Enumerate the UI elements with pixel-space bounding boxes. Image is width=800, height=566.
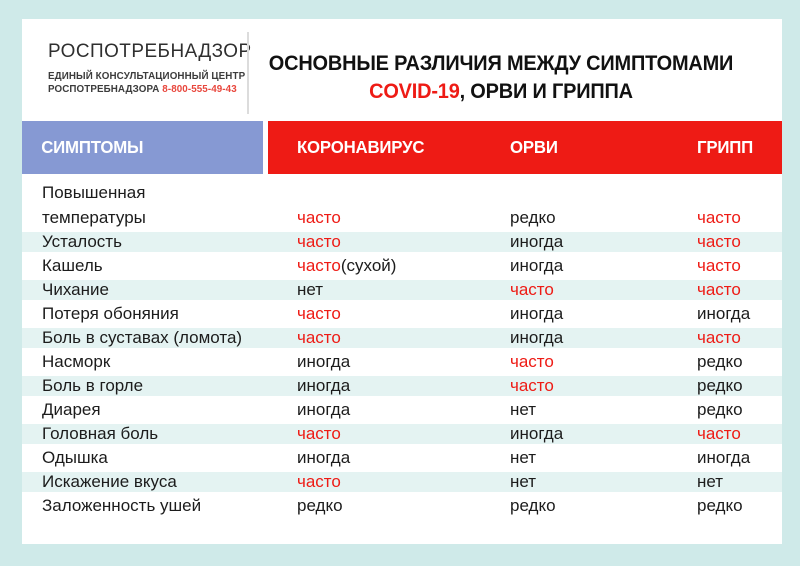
value-cell: редко — [697, 496, 743, 515]
org-subtitle-line1: ЕДИНЫЙ КОНСУЛЬТАЦИОННЫЙ ЦЕНТР — [48, 71, 246, 82]
value-cell: редко — [697, 400, 743, 419]
value-cell: часто — [510, 352, 554, 371]
value-cell: часто — [297, 472, 341, 491]
table-row: Потеря обоняния часто иногда иногда — [22, 302, 782, 326]
value-cell: часто — [297, 424, 341, 443]
symptom-label: Заложенность ушей — [42, 496, 202, 515]
value-cell: иногда — [297, 448, 351, 467]
symptom-label: Чихание — [42, 280, 109, 299]
value-cell: иногда — [697, 304, 751, 323]
column-header-symptoms: СИМПТОМЫ — [41, 137, 144, 157]
symptom-label: Потеря обоняния — [42, 304, 179, 323]
value-cell: часто — [697, 208, 741, 227]
value-cell: редко — [697, 352, 743, 371]
table-row: Боль в горле иногда часто редко — [22, 374, 782, 398]
poster-title-line2: COVID-19, ОРВИ И ГРИППА — [369, 80, 633, 103]
value-cell: нет — [510, 448, 537, 467]
symptom-label: Головная боль — [42, 424, 159, 443]
value-cell: часто(сухой) — [297, 256, 397, 275]
table-row: Искажение вкуса часто нет нет — [22, 470, 782, 494]
table-row: Боль в суставах (ломота) часто иногда часто — [22, 326, 782, 350]
value-cell: часто — [297, 304, 341, 323]
symptom-label: Боль в суставах (ломота) — [42, 328, 243, 347]
value-cell: иногда — [297, 400, 351, 419]
value-cell: иногда — [510, 256, 564, 275]
value-cell: нет — [510, 472, 537, 491]
value-suffix: (сухой) — [340, 256, 397, 275]
symptom-label: Усталость — [42, 232, 122, 251]
value-cell: часто — [697, 280, 741, 299]
value-cell: часто — [510, 280, 554, 299]
value-cell: редко — [297, 496, 343, 515]
covid-highlight: COVID-19 — [369, 80, 460, 103]
table-header-labels: СИМПТОМЫ КОРОНАВИРУС ОРВИ ГРИПП — [22, 121, 782, 174]
value-cell: иногда — [297, 376, 351, 395]
poster-card: РОСПОТРЕБНАДЗОР ЕДИНЫЙ КОНСУЛЬТАЦИОННЫЙ … — [22, 19, 782, 544]
table-row: Усталость часто иногда часто — [22, 230, 782, 254]
table-body: Повышенная температуры часто редко часто Уста… — [22, 178, 782, 518]
value-cell: редко — [697, 376, 743, 395]
table-row: Чихание нет часто часто — [22, 278, 782, 302]
diseases-header-band — [268, 121, 782, 174]
value-cell: часто — [697, 424, 741, 443]
value-cell: нет — [697, 472, 724, 491]
hotline-phone-number: 8-800-555-49-43 — [162, 84, 237, 95]
value-cell: часто — [297, 208, 341, 227]
symptoms-header-band — [22, 121, 263, 174]
table-header: СИМПТОМЫ КОРОНАВИРУС ОРВИ ГРИПП — [22, 121, 782, 174]
value-cell: иногда — [510, 328, 564, 347]
value-cell: иногда — [297, 352, 351, 371]
symptom-label: Насморк — [42, 352, 111, 371]
poster-title-line1: ОСНОВНЫЕ РАЗЛИЧИЯ МЕЖДУ СИМПТОМАМИ — [268, 52, 734, 75]
value-cell: редко — [510, 208, 556, 227]
header-divider — [247, 32, 249, 114]
table-row: Кашель часто(сухой) иногда часто — [22, 254, 782, 278]
value-cell: часто — [697, 256, 741, 275]
symptom-label: Боль в горле — [42, 376, 144, 395]
value-cell: иногда — [510, 304, 564, 323]
org-subtitle-line2: РОСПОТРЕБНАДЗОРА 8-800-555-49-43 — [48, 84, 237, 95]
table-row: Насморк иногда часто редко — [22, 350, 782, 374]
value-cell: иногда — [510, 232, 564, 251]
column-header-orvi: ОРВИ — [510, 137, 558, 157]
value-cell: иногда — [697, 448, 751, 467]
value-cell: часто — [697, 232, 741, 251]
value-cell: часто — [697, 328, 741, 347]
symptom-label: Кашель — [42, 256, 103, 275]
org-name: РОСПОТРЕБНАДЗОР — [48, 40, 252, 62]
org-subtitle: ЕДИНЫЙ КОНСУЛЬТАЦИОННЫЙ ЦЕНТР РОСПОТРЕБН… — [48, 70, 258, 96]
value-cell: часто — [297, 328, 341, 347]
org-logo-block: РОСПОТРЕБНАДЗОР ЕДИНЫЙ КОНСУЛЬТАЦИОННЫЙ … — [48, 40, 258, 96]
value-cell: иногда — [510, 424, 564, 443]
value-cell: часто — [510, 376, 554, 395]
symptom-label: Одышка — [42, 448, 108, 467]
value-cell: нет — [510, 400, 537, 419]
symptom-label: Повышенная температуры — [42, 183, 146, 227]
poster-header: РОСПОТРЕБНАДЗОР ЕДИНЫЙ КОНСУЛЬТАЦИОННЫЙ … — [22, 19, 782, 121]
table-row: Одышка иногда нет иногда — [22, 446, 782, 470]
column-header-gripp: ГРИПП — [697, 137, 753, 157]
column-header-coronavirus: КОРОНАВИРУС — [297, 137, 425, 157]
table-row: Головная боль часто иногда часто — [22, 422, 782, 446]
symptom-label: Искажение вкуса — [42, 472, 177, 491]
value-cell: редко — [510, 496, 556, 515]
table-row: Заложенность ушей редко редко редко — [22, 494, 782, 518]
value-cell: часто — [297, 232, 341, 251]
symptom-label: Диарея — [42, 400, 101, 419]
poster-title: ОСНОВНЫЕ РАЗЛИЧИЯ МЕЖДУ СИМПТОМАМИ COVID… — [263, 50, 740, 106]
value-cell: нет — [297, 280, 324, 299]
table-row: Повышенная температуры часто редко часто — [22, 178, 782, 230]
table-row: Диарея иногда нет редко — [22, 398, 782, 422]
